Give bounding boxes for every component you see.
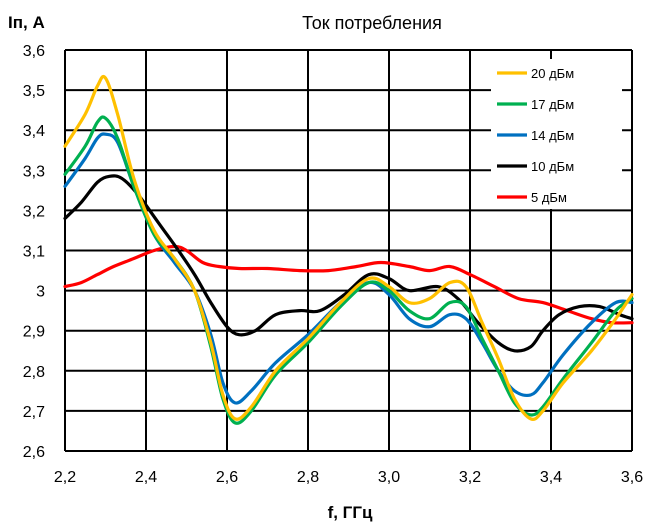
- y-tick-label: 3,6: [23, 43, 45, 60]
- y-axis-label: Iп, А: [8, 13, 45, 32]
- y-tick-label: 3,2: [23, 203, 45, 220]
- y-tick-label: 2,7: [23, 404, 45, 421]
- legend-label: 20 дБм: [531, 66, 574, 81]
- y-tick-label: 3,5: [23, 83, 45, 100]
- x-tick-label: 3,2: [459, 469, 481, 486]
- x-tick-labels: 2,2 2,4 2,6 2,8 3,0 3,2 3,4 3,6: [54, 469, 643, 486]
- x-tick-label: 2,2: [54, 469, 76, 486]
- x-tick-label: 3,6: [621, 469, 643, 486]
- legend-label: 17 дБм: [531, 97, 574, 112]
- series-line: [63, 115, 634, 425]
- series-line: [63, 244, 634, 325]
- y-tick-label: 2,6: [23, 444, 45, 461]
- y-tick-label: 3,3: [23, 163, 45, 180]
- x-axis-label: f, ГГц: [328, 503, 373, 522]
- chart-title: Ток потребления: [302, 13, 442, 33]
- y-tick-label: 2,8: [23, 364, 45, 381]
- y-tick-label: 2,9: [23, 324, 45, 341]
- x-tick-label: 2,4: [135, 469, 157, 486]
- legend: 20 дБм 17 дБм 14 дБм 10 дБм 5 дБм: [491, 59, 622, 209]
- y-tick-label: 3,4: [23, 123, 45, 140]
- legend-label: 5 дБм: [531, 190, 567, 205]
- y-tick-labels: 2,6 2,7 2,8 2,9 3 3,1 3,2 3,3 3,4 3,5 3,6: [23, 43, 45, 461]
- legend-label: 10 дБм: [531, 159, 574, 174]
- x-tick-label: 2,8: [297, 469, 319, 486]
- x-tick-label: 3,0: [378, 469, 400, 486]
- y-tick-label: 3,1: [23, 244, 45, 261]
- series-lines: [63, 74, 634, 425]
- series-line: [63, 74, 634, 421]
- x-tick-label: 3,4: [540, 469, 562, 486]
- y-tick-label: 3: [36, 284, 45, 301]
- legend-label: 14 дБм: [531, 128, 574, 143]
- x-tick-label: 2,6: [216, 469, 238, 486]
